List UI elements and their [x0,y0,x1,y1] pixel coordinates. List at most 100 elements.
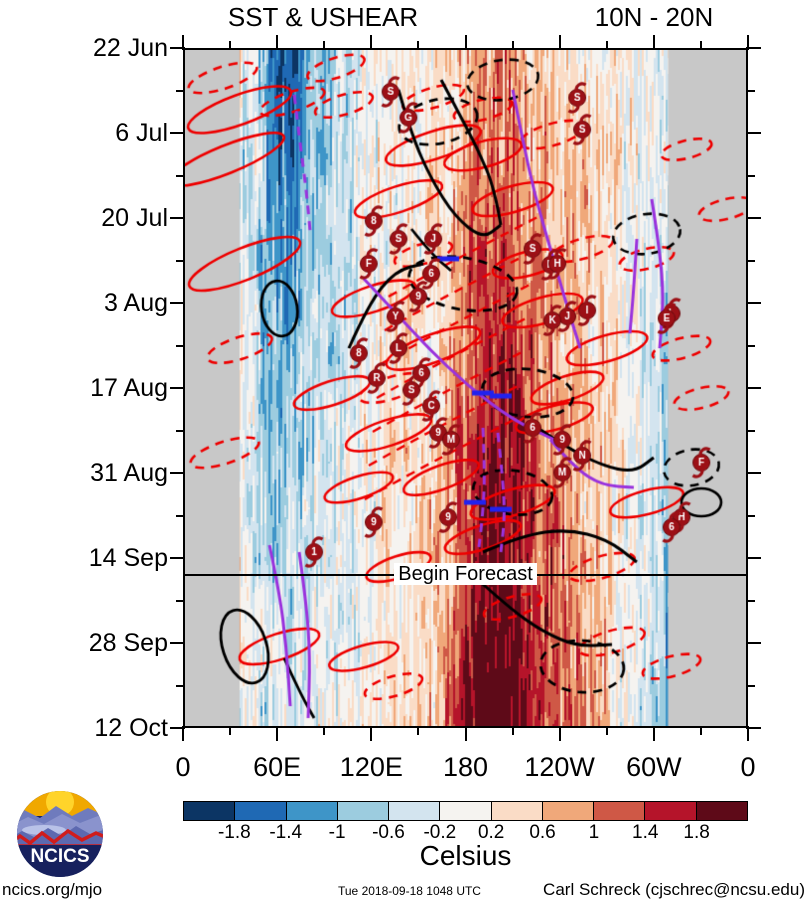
colorbar-segment [439,802,491,820]
y-axis-tick-label: 12 Oct [94,714,168,742]
axis-tick [558,726,561,741]
colorbar [183,801,748,821]
colorbar-title: Celsius [419,840,512,871]
axis-tick [417,726,420,735]
y-axis-tick-label: 28 Sep [88,629,168,657]
y-axis-tick-label: 22 Jun [92,34,168,62]
begin-forecast-text: Begin Forecast [394,563,537,585]
x-axis-tick-label: 120W [524,752,595,782]
y-axis-tick-label: 31 Aug [90,459,168,487]
axis-tick [229,41,232,50]
axis-tick [746,472,761,474]
axis-tick [170,557,185,559]
axis-tick [170,302,185,304]
colorbar-tick-label: -1.8 [217,822,251,843]
axis-tick [170,727,185,729]
y-axis-labels: 22 Jun 6 Jul 20 Jul 3 Aug 17 Aug 31 Aug 14 Sep… [0,0,168,907]
axis-tick [176,514,185,517]
axis-tick [746,302,761,304]
x-axis-tick-label: 120E [339,752,403,782]
axis-tick [170,387,185,389]
axis-tick [747,35,749,50]
footer-site[interactable]: ncics.org/mjo [2,880,103,899]
colorbar-tick-label: 1.4 [632,822,659,843]
axis-tick [511,41,514,50]
axis-tick [170,132,185,134]
axis-tick [323,41,326,50]
colorbar-segment [184,802,235,820]
colorbar-segment [388,802,440,820]
axis-tick [746,429,755,432]
axis-tick [464,726,467,741]
y-axis-tick-label: 14 Sep [88,544,168,572]
y-axis-tick-label: 6 Jul [115,119,168,147]
axis-tick [176,259,185,262]
colorbar-tick-label: 1.8 [683,822,710,843]
axis-tick [605,726,608,735]
axis-tick [464,35,467,50]
colorbar-tick-label: 0.6 [529,822,556,843]
axis-tick [746,684,755,687]
colorbar-segment [644,802,696,820]
x-axis-tick-label: 0 [740,752,756,782]
page-title: SST & USHEAR [227,2,419,32]
axis-tick [176,429,185,432]
x-axis-tick-label: 60W [626,752,682,782]
axis-tick [176,599,185,602]
axis-tick [170,47,185,49]
axis-tick [176,89,185,92]
colorbar-tick-label: -1.4 [269,822,303,843]
y-axis-tick-label: 3 Aug [104,289,168,317]
axis-tick [746,217,761,219]
axis-tick [605,41,608,50]
axis-tick [276,35,279,50]
y-axis-tick-label: 20 Jul [101,204,168,232]
axis-tick [417,41,420,50]
axis-tick [182,726,184,741]
x-axis-tick-label: 60E [253,752,302,782]
colorbar-segment [336,802,389,820]
axis-tick [176,344,185,347]
latitude-band-title: 10N - 20N [594,2,714,32]
axis-tick [747,726,749,741]
axis-tick [746,642,761,644]
ncics-logo: NCICS [17,791,103,877]
axis-tick [746,259,755,262]
colorbar-tick-label: -1 [328,822,346,843]
axis-tick [746,387,761,389]
logo-text: NCICS [30,846,89,867]
axis-tick [746,514,755,517]
axis-tick [746,174,755,177]
colorbar-tick-label: 0.2 [477,822,505,843]
colorbar-tick-label: -0.6 [372,822,405,843]
colorbar-tick-label: 1 [588,822,600,843]
axis-tick [323,726,326,735]
axis-tick [229,726,232,735]
colorbar-ticks: -1.8 -1.4 -1 -0.6 -0.2 0.2 0.6 1 1.4 1.8 [183,822,748,844]
axis-tick [699,726,702,735]
begin-forecast-label: Begin Forecast [185,563,746,586]
colorbar-segment [285,802,337,820]
axis-tick [170,217,185,219]
axis-tick [170,472,185,474]
axis-tick [746,132,761,134]
axis-tick [176,174,185,177]
footer-author: Carl Schreck (cjschrec@ncsu.edu) [543,880,805,899]
axis-tick [746,557,761,559]
axis-tick [176,684,185,687]
colorbar-segment [695,802,747,820]
hovmoller-plot: Begin Forecast KelvinERMJOLowContours at… [183,48,748,728]
axis-tick [370,726,373,741]
y-axis-tick-label: 17 Aug [90,374,168,402]
axis-tick [276,726,279,741]
axis-tick [652,35,655,50]
axis-tick [511,726,514,735]
axis-tick [182,35,184,50]
x-axis-tick-label: 180 [442,752,489,782]
axis-tick [746,599,755,602]
axis-tick [746,47,761,49]
axis-tick [699,41,702,50]
colorbar-tick-label: -0.2 [423,822,457,843]
axis-tick [652,726,655,741]
axis-tick [746,89,755,92]
